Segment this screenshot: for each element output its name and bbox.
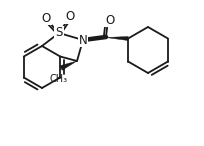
Text: CH₃: CH₃ [50,74,68,84]
Text: S: S [55,27,63,40]
Polygon shape [106,36,128,40]
Text: O: O [105,13,115,27]
Polygon shape [60,61,77,70]
Text: O: O [41,12,51,25]
Text: N: N [79,33,87,46]
Text: O: O [65,11,75,24]
